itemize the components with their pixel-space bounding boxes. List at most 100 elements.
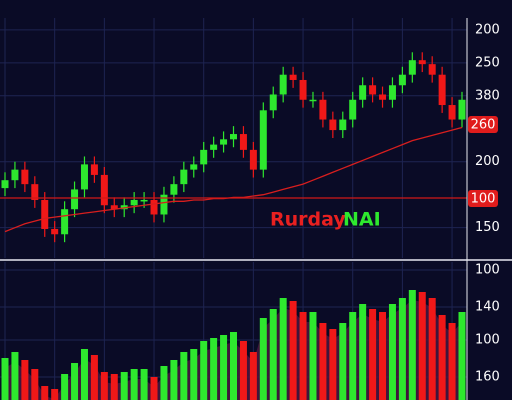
candle-body [130, 199, 138, 206]
candle-body [200, 149, 208, 165]
moving-average [4, 126, 463, 233]
volume-bar [438, 315, 446, 400]
volume-bar [448, 323, 456, 400]
y-tick-label: 160 [475, 370, 500, 385]
volume-bar [329, 329, 337, 400]
candle-body [190, 164, 198, 170]
volume-bar [51, 389, 59, 400]
candle-body [408, 60, 416, 75]
candle-body [339, 119, 347, 131]
volume-bar [160, 366, 168, 400]
y-tick-label: 100 [475, 263, 500, 278]
watermark: NAI [343, 209, 381, 231]
price-tag: 100 [471, 192, 496, 207]
candle-body [359, 85, 367, 100]
price-tag-box [468, 190, 498, 207]
volume-bar [230, 332, 237, 400]
y-tick-label: 380 [475, 88, 500, 103]
candle-body [210, 144, 218, 150]
volume-bar [100, 372, 108, 400]
volume-bar [11, 352, 19, 400]
y-tick-label: 140 [475, 300, 500, 315]
volume-bar [249, 352, 257, 400]
candle-body [170, 184, 178, 195]
volume-bar [428, 298, 436, 400]
candle-body [448, 105, 456, 120]
candle-body [31, 184, 39, 200]
candle-body [438, 74, 446, 106]
candle-body [239, 134, 247, 150]
volume-bar [190, 349, 198, 400]
candle-body [458, 99, 466, 120]
candle-body [279, 74, 287, 95]
mark-layer [1, 52, 466, 400]
volume-bar [21, 360, 29, 400]
candle-body [418, 60, 426, 65]
volume-bar [110, 374, 118, 400]
candle-body [140, 199, 148, 202]
y-tick-label: 250 [475, 55, 500, 70]
volume-bar [289, 301, 297, 400]
candle-body [51, 228, 59, 235]
watermark: Rurday [270, 209, 346, 231]
candle-body [349, 99, 357, 120]
candle-body [11, 169, 19, 181]
volume-bar [269, 309, 277, 400]
volume-bar [90, 355, 98, 400]
volume-bar [200, 341, 208, 400]
candle-body [230, 134, 237, 140]
volume-bar [220, 335, 228, 400]
volume-bar [210, 338, 218, 400]
candle-body [110, 205, 118, 210]
y-tick-label: 150 [475, 220, 500, 235]
volume-bar [339, 323, 347, 400]
candle-body [299, 79, 307, 100]
candle-body [309, 99, 317, 102]
volume-bar [408, 290, 416, 400]
y-tick-label: 100 [475, 333, 500, 348]
candle-body [150, 199, 158, 215]
volume-bar [120, 372, 128, 400]
candle-body [249, 149, 257, 170]
volume-bar [379, 312, 387, 400]
candle-body [120, 205, 128, 210]
volume-bar [41, 386, 49, 400]
candle-body [80, 164, 88, 190]
volume-bar [299, 312, 307, 400]
volume-bar [369, 309, 377, 400]
candle-body [1, 180, 9, 189]
volume-bar [259, 318, 267, 400]
volume-bar [239, 341, 247, 400]
volume-bar [80, 349, 88, 400]
candle-body [100, 174, 108, 206]
volume-bar [150, 377, 158, 400]
volume-bar [418, 292, 426, 400]
volume-bar [140, 369, 148, 400]
volume-bar [458, 312, 466, 400]
volume-bar [170, 360, 178, 400]
candle-body [180, 169, 188, 185]
candle-body [160, 194, 168, 215]
volume-bar [71, 363, 79, 400]
candle-body [259, 110, 267, 170]
price-tag-box [468, 116, 498, 133]
candle-body [398, 74, 406, 86]
candle-body [369, 85, 377, 95]
candle-body [428, 64, 436, 75]
y-tick-label: 200 [475, 154, 500, 169]
volume-bar [180, 352, 188, 400]
candle-body [220, 139, 228, 145]
candle-body [388, 85, 396, 100]
candle-body [379, 94, 387, 100]
candle-body [21, 169, 29, 185]
volume-bar [388, 304, 396, 400]
price-tag: 260 [471, 118, 496, 133]
candle-body [90, 164, 98, 175]
volume-bar [1, 358, 9, 400]
volume-bar [130, 369, 138, 400]
volume-bar [359, 304, 367, 400]
volume-bar [309, 312, 317, 400]
volume-bar [319, 323, 327, 400]
